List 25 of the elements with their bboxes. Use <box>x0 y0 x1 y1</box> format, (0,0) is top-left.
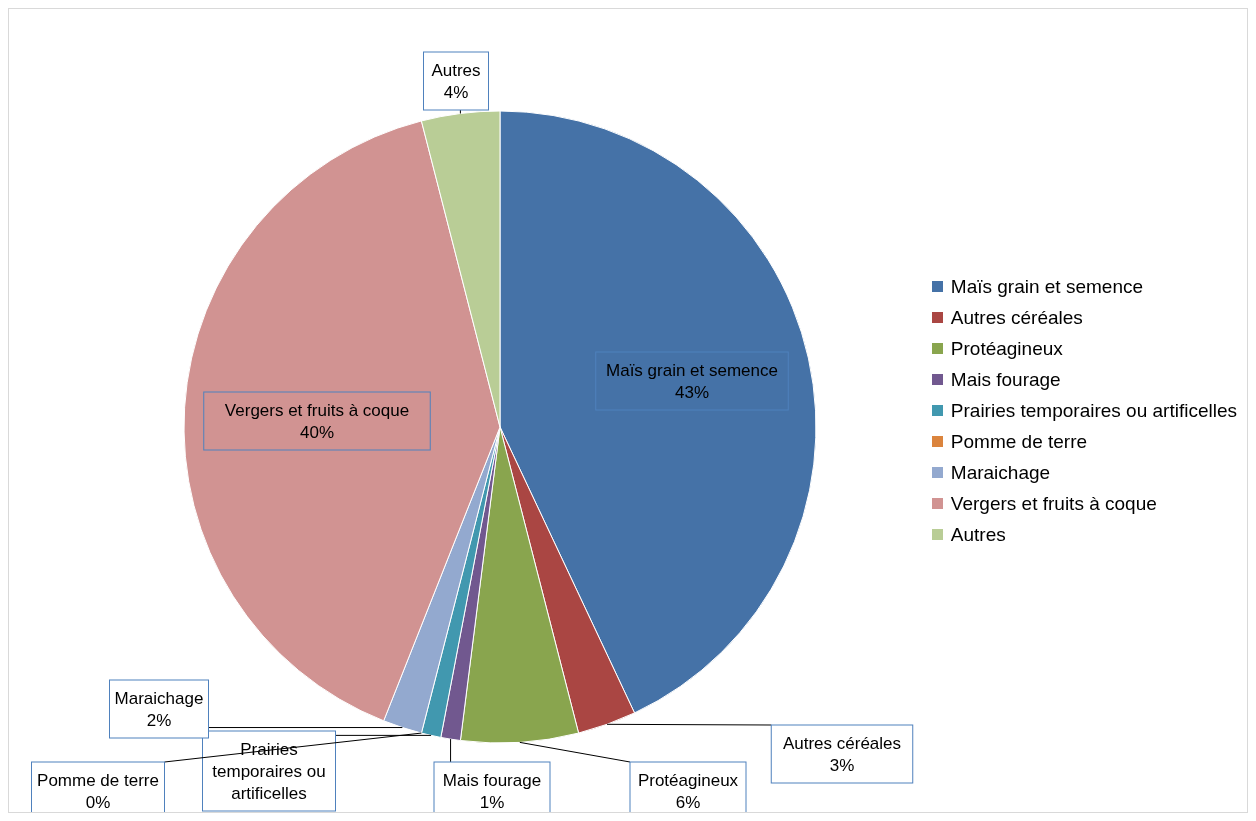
text: 0% <box>85 793 111 812</box>
slice-label: Autres <box>431 61 481 80</box>
data-label: 3% <box>829 756 855 775</box>
legend-label: Prairies temporaires ou artificelles <box>950 399 1237 423</box>
legend-label: Vergers et fruits à coque <box>950 492 1157 516</box>
data-label: 43% <box>674 383 710 402</box>
slice-label: Autres céréales <box>782 734 902 753</box>
legend-label: Pomme de terre <box>950 430 1088 454</box>
slice-label: Maraichage <box>114 689 204 708</box>
legend-label: Mais fourage <box>950 368 1061 392</box>
legend-label: Maraichage <box>950 461 1051 485</box>
legend-label: Autres céréales <box>950 306 1083 330</box>
data-label: 6% <box>675 793 701 812</box>
slice-label: Protéagineux <box>637 771 739 790</box>
legend-label: Protéagineux <box>950 337 1063 361</box>
legend-label: Autres <box>950 523 1006 547</box>
data-label: 2% <box>146 711 172 730</box>
data-label: 4% <box>443 83 469 102</box>
data-label: 40% <box>299 423 335 442</box>
category-label: Pomme de terre <box>37 771 159 790</box>
legend-label: Maïs grain et semence <box>950 275 1144 299</box>
slice-label: Vergers et fruits à coque <box>224 401 410 420</box>
slice-label: Mais fourage <box>442 771 542 790</box>
slice-label: Maïs grain et semence <box>606 361 778 380</box>
data-label: 1% <box>479 793 505 812</box>
